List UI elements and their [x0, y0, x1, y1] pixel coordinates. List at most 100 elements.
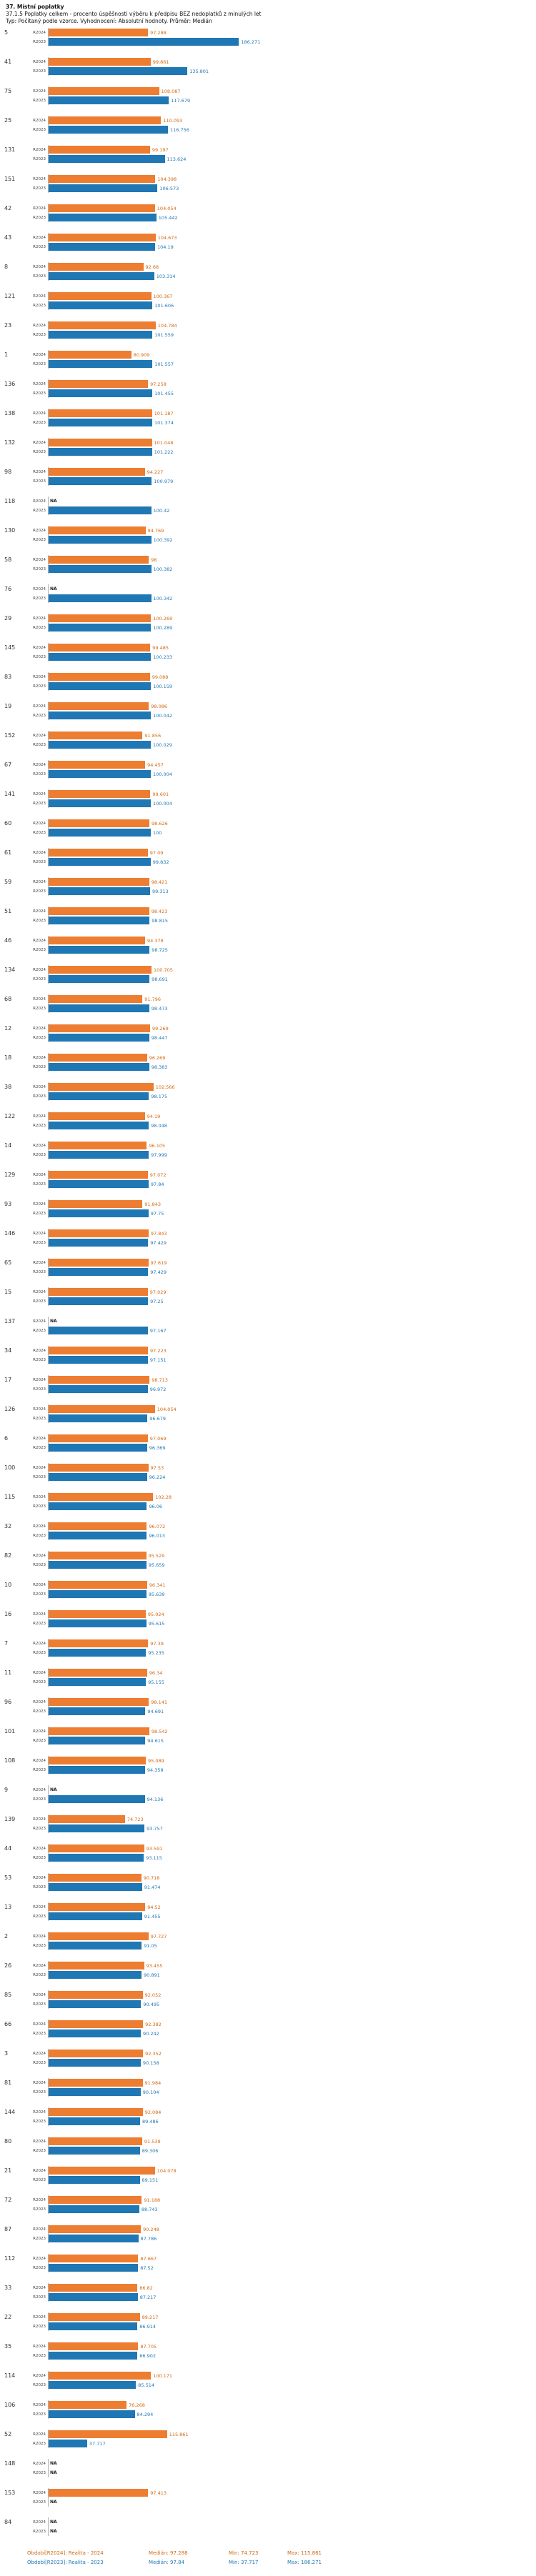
category-label: 121 — [4, 293, 16, 299]
category-label: 13 — [4, 1904, 12, 1910]
na-label: NA — [50, 1319, 57, 1324]
bar-track: 96.34 — [48, 1668, 533, 1677]
bar-r2023 — [49, 2147, 140, 2155]
value-label-r2023: 98.175 — [151, 1093, 168, 1099]
value-label-r2024: 102.28 — [155, 1494, 172, 1500]
bar-line-r2024: R2024 97.223 — [21, 1346, 533, 1355]
bar-r2023 — [49, 1502, 147, 1510]
bar-line-r2024: R2024 97.072 — [21, 1170, 533, 1179]
series-label-r2024: R2024 — [33, 1846, 46, 1851]
bar-r2023 — [49, 1356, 148, 1364]
bar-line-r2024: R2024 99.088 — [21, 672, 533, 682]
bar-r2023 — [49, 214, 157, 221]
value-label-r2024: 92.352 — [145, 2050, 162, 2057]
bar-track: 100.42 — [48, 506, 533, 515]
chart-row: 34 R2024 97.223 R2023 97.151 — [4, 1346, 533, 1364]
bar-track: 98.421 — [48, 877, 533, 887]
bar-track: 97.413 — [48, 2488, 533, 2497]
value-label-r2023: 90.104 — [142, 2089, 159, 2095]
bar-pair: R2024 97.39 R2023 95.235 — [21, 1639, 533, 1657]
series-label-r2023: R2023 — [33, 2470, 46, 2475]
value-label-r2024: 98 — [151, 556, 157, 563]
series-label-r2024: R2024 — [33, 1407, 46, 1412]
bar-line-r2023: R2023 101.606 — [21, 301, 533, 310]
value-label-r2024: 99.485 — [152, 644, 169, 651]
category-label: 33 — [4, 2285, 12, 2291]
bar-r2023 — [49, 96, 169, 104]
chart-row: 130 R2024 94.769 R2023 100.392 — [4, 526, 533, 544]
bar-line-r2023: R2023 96.224 — [21, 1472, 533, 1482]
bar-r2024 — [49, 1757, 146, 1764]
bar-track: 99.601 — [48, 789, 533, 799]
bar-r2024 — [49, 1376, 150, 1384]
category-label: 122 — [4, 1113, 16, 1119]
value-label-r2023: 91.05 — [144, 1942, 157, 1949]
value-label-r2023: 99.313 — [152, 888, 169, 894]
bar-pair: R2024 74.723 R2023 93.757 — [21, 1814, 533, 1833]
value-label-r2024: 99.861 — [152, 59, 169, 65]
value-label-r2023: 37.717 — [89, 2440, 106, 2447]
bar-line-r2024: R2024 98.626 — [21, 819, 533, 828]
value-label-r2023: 100.004 — [153, 771, 172, 777]
bar-line-r2024: R2024 87.667 — [21, 2254, 533, 2263]
value-label-r2024: 98.626 — [152, 820, 168, 827]
value-label-r2024: 97.288 — [150, 29, 167, 36]
legend-r2023-median: Medián: 97.84 — [149, 2560, 185, 2565]
bar-pair: R2024 91.984 R2023 90.104 — [21, 2078, 533, 2097]
category-label: 19 — [4, 703, 12, 709]
value-label-r2023: 90.242 — [143, 2030, 159, 2037]
series-label-r2024: R2024 — [33, 30, 46, 35]
category-label: 3 — [4, 2050, 9, 2057]
value-label-r2023: 97.429 — [150, 1239, 167, 1246]
bar-pair: R2024 100.171 R2023 85.514 — [21, 2371, 533, 2390]
value-label-r2023: 101.222 — [154, 449, 174, 455]
bar-line-r2024: R2024 101.048 — [21, 438, 533, 447]
bar-line-r2023: R2023 100.42 — [21, 506, 533, 515]
bar-line-r2023: R2023 116.756 — [21, 125, 533, 134]
bar-line-r2023: R2023 95.615 — [21, 1619, 533, 1628]
value-label-r2023: 91.455 — [144, 1913, 161, 1919]
value-label-r2024: 101.048 — [154, 439, 174, 446]
series-label-r2023: R2023 — [33, 1445, 46, 1450]
series-label-r2023: R2023 — [33, 2236, 46, 2241]
value-label-r2024: 104.054 — [157, 1406, 177, 1412]
category-label: 68 — [4, 996, 12, 1002]
bar-r2023 — [49, 243, 155, 251]
value-label-r2024: 93.455 — [146, 1962, 163, 1969]
bar-pair: R2024 95.089 R2023 94.358 — [21, 1756, 533, 1774]
value-label-r2023: 89.306 — [142, 2147, 159, 2154]
category-label: 58 — [4, 556, 12, 563]
value-label-r2023: 95.615 — [148, 1620, 165, 1627]
bar-track: 97.072 — [48, 1170, 533, 1179]
chart-row: 43 R2024 104.673 R2023 104.19 — [4, 233, 533, 251]
bar-line-r2023: R2023 91.05 — [21, 1941, 533, 1950]
bar-track: 99.485 — [48, 643, 533, 652]
chart-row: 85 R2024 92.052 R2023 90.495 — [4, 1990, 533, 2009]
series-label-r2023: R2023 — [33, 1064, 46, 1069]
series-label-r2024: R2024 — [33, 1202, 46, 1207]
bar-r2023 — [49, 2410, 135, 2418]
bar-track: 92.084 — [48, 2107, 533, 2117]
bar-pair: R2024 NA R2023 97.167 — [21, 1317, 533, 1335]
bar-r2024 — [49, 87, 159, 95]
bar-line-r2023: R2023 96.06 — [21, 1502, 533, 1511]
bar-r2023 — [49, 946, 150, 954]
bar-r2023 — [49, 419, 152, 426]
value-label-r2023: 95.155 — [148, 1679, 164, 1685]
bar-track: 91.188 — [48, 2195, 533, 2205]
category-label: 52 — [4, 2431, 12, 2437]
bar-r2023 — [49, 448, 152, 456]
category-label: 15 — [4, 1289, 12, 1295]
chart-row: 126 R2024 104.054 R2023 96.679 — [4, 1404, 533, 1423]
bar-line-r2023: R2023 90.104 — [21, 2087, 533, 2097]
bar-pair: R2024 95.529 R2023 95.659 — [21, 1551, 533, 1569]
series-label-r2023: R2023 — [33, 1299, 46, 1304]
bar-track: 97.843 — [48, 1229, 533, 1238]
chart-row: 59 R2024 98.421 R2023 99.313 — [4, 877, 533, 896]
bar-r2023 — [49, 1151, 149, 1159]
bar-r2024 — [49, 761, 146, 769]
legend-r2024-period: Období[R2024]: Realita - 2024 — [27, 2550, 104, 2556]
bar-track: 99.861 — [48, 57, 533, 66]
bar-track: 97.53 — [48, 1463, 533, 1472]
